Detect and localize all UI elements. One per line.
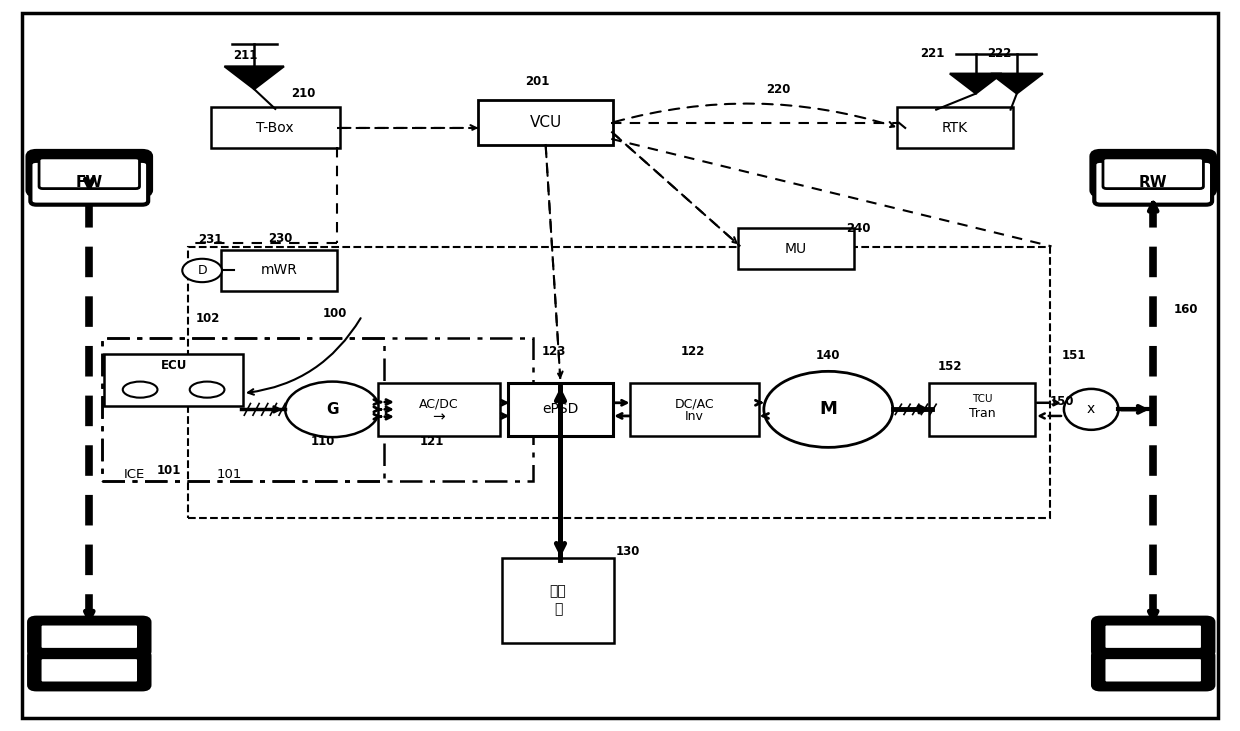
Text: G: G [326, 402, 339, 417]
FancyBboxPatch shape [630, 383, 759, 436]
Text: M: M [820, 401, 837, 418]
Text: ECU: ECU [160, 359, 187, 372]
FancyBboxPatch shape [211, 107, 340, 148]
Ellipse shape [1064, 389, 1118, 430]
Text: Tran: Tran [968, 407, 996, 420]
Text: Inv: Inv [684, 410, 704, 423]
FancyBboxPatch shape [22, 13, 1218, 718]
FancyBboxPatch shape [929, 383, 1035, 436]
Text: 121: 121 [419, 435, 444, 448]
Circle shape [764, 371, 893, 447]
FancyBboxPatch shape [508, 383, 613, 436]
Text: VCU: VCU [529, 115, 562, 130]
Text: 101: 101 [156, 464, 181, 477]
FancyBboxPatch shape [221, 250, 337, 291]
Polygon shape [950, 74, 1002, 94]
FancyBboxPatch shape [738, 228, 854, 269]
Text: AC/DC: AC/DC [419, 397, 459, 410]
Text: 240: 240 [846, 221, 870, 235]
Circle shape [182, 259, 222, 282]
Text: 包: 包 [554, 602, 562, 616]
FancyBboxPatch shape [1092, 151, 1215, 195]
Text: 152: 152 [937, 360, 962, 373]
Text: 222: 222 [987, 47, 1012, 60]
Text: D: D [197, 264, 207, 277]
Text: 150: 150 [1049, 395, 1074, 408]
FancyBboxPatch shape [1094, 618, 1214, 656]
Text: 101: 101 [217, 468, 242, 481]
Text: 110: 110 [310, 435, 335, 448]
FancyBboxPatch shape [40, 658, 138, 683]
FancyBboxPatch shape [1105, 658, 1203, 683]
Text: 电池: 电池 [549, 584, 567, 599]
Text: 220: 220 [766, 83, 791, 96]
Text: FW: FW [76, 175, 103, 190]
FancyBboxPatch shape [1094, 651, 1214, 689]
Text: 122: 122 [681, 345, 706, 358]
Text: 102: 102 [196, 312, 221, 325]
FancyBboxPatch shape [30, 161, 149, 205]
Text: 211: 211 [233, 49, 258, 62]
FancyBboxPatch shape [27, 151, 151, 195]
Text: 231: 231 [198, 233, 223, 246]
Text: TCU: TCU [972, 394, 992, 404]
Text: T-Box: T-Box [257, 121, 294, 135]
FancyBboxPatch shape [104, 354, 243, 406]
Text: 230: 230 [268, 232, 293, 245]
Text: 201: 201 [525, 75, 549, 88]
FancyBboxPatch shape [479, 100, 613, 145]
Text: →: → [433, 409, 445, 424]
Text: DC/AC: DC/AC [675, 397, 714, 410]
FancyBboxPatch shape [1095, 161, 1213, 205]
Text: ICE: ICE [124, 468, 145, 481]
Text: MU: MU [785, 241, 807, 256]
Circle shape [285, 382, 379, 437]
FancyBboxPatch shape [38, 158, 139, 189]
Text: 221: 221 [920, 47, 945, 60]
Text: 210: 210 [291, 87, 316, 100]
Text: RTK: RTK [941, 121, 968, 135]
Text: 160: 160 [1173, 303, 1198, 317]
Text: ePSD: ePSD [542, 402, 579, 417]
FancyBboxPatch shape [40, 624, 138, 649]
FancyBboxPatch shape [897, 107, 1013, 148]
Text: mWR: mWR [260, 263, 298, 278]
Text: 151: 151 [1061, 349, 1086, 363]
Text: 123: 123 [542, 345, 567, 358]
Text: 100: 100 [322, 307, 347, 320]
FancyBboxPatch shape [1105, 624, 1203, 649]
Polygon shape [991, 74, 1043, 94]
Text: RW: RW [1138, 175, 1168, 190]
Text: 140: 140 [816, 349, 841, 363]
FancyBboxPatch shape [502, 558, 614, 643]
Text: 130: 130 [615, 545, 640, 558]
Text: x: x [1087, 402, 1095, 417]
FancyBboxPatch shape [377, 383, 500, 436]
Polygon shape [224, 67, 284, 89]
FancyBboxPatch shape [29, 618, 149, 656]
FancyBboxPatch shape [1104, 158, 1203, 189]
FancyBboxPatch shape [29, 651, 149, 689]
